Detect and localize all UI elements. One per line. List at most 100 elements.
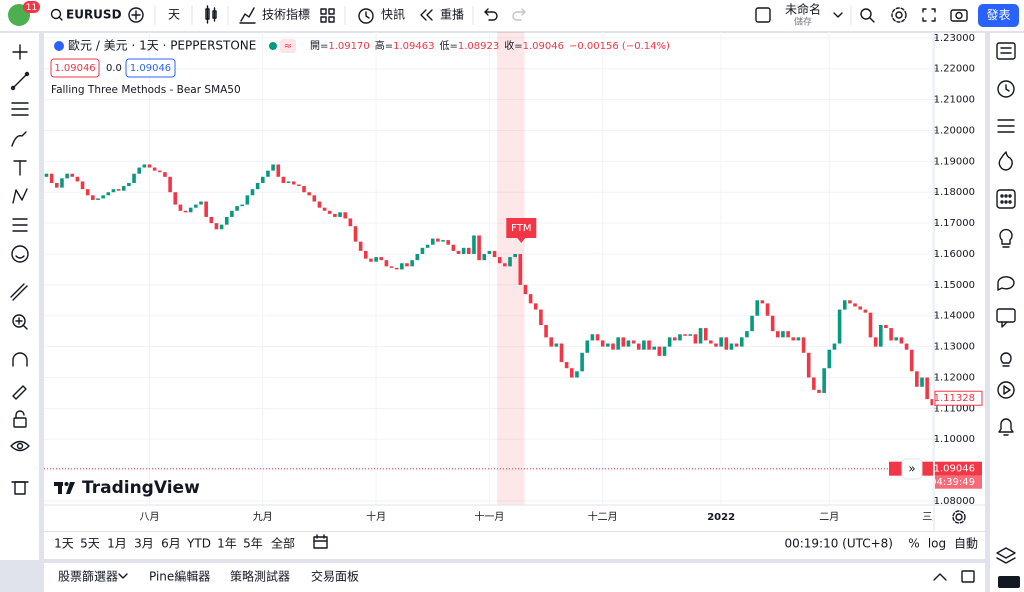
replay[interactable]: 重播 — [440, 8, 464, 22]
candle-body — [776, 331, 780, 338]
candle-body — [492, 250, 497, 258]
buy-box[interactable] — [125, 58, 176, 78]
range-button[interactable]: 6月 — [161, 537, 181, 551]
range-button[interactable]: 5天 — [80, 537, 100, 551]
panel-collapse[interactable] — [933, 573, 947, 581]
sell-box[interactable] — [50, 58, 100, 78]
candle-body — [132, 173, 136, 183]
y-tick-label: 1.16000 — [934, 249, 975, 260]
replay-icon[interactable] — [420, 9, 433, 21]
candle-body — [255, 182, 260, 190]
candles — [44, 164, 933, 406]
ask[interactable]: 1.09046 — [130, 63, 171, 74]
add-icon[interactable] — [128, 7, 144, 23]
candle-body — [858, 306, 862, 310]
candle-body — [142, 164, 147, 168]
candle-body — [822, 368, 826, 393]
range-button[interactable]: 3月 — [134, 537, 154, 551]
candle-body — [729, 343, 734, 350]
x-tick-label: 十一月 — [474, 510, 504, 523]
undo-icon[interactable] — [484, 8, 498, 21]
ohlc-value: 1.09463 — [393, 41, 434, 52]
candle-body — [884, 325, 888, 329]
layouts-icon[interactable] — [320, 8, 335, 23]
panel-tab[interactable]: 股票篩選器 — [58, 569, 118, 584]
publish-label[interactable]: 發表 — [986, 7, 1010, 22]
candle-body — [379, 257, 384, 261]
clock[interactable]: 00:19:10 (UTC+8) — [784, 537, 893, 551]
quick-search-icon[interactable] — [860, 8, 875, 23]
axis-settings-icon[interactable] — [952, 510, 966, 524]
range-button[interactable]: 5年 — [243, 537, 263, 551]
alerts[interactable]: 快訊 — [381, 7, 405, 22]
auto-toggle[interactable]: 自動 — [954, 537, 978, 551]
candle-body — [44, 173, 49, 177]
y-tick-label: 1.12000 — [934, 372, 975, 383]
candle-body — [291, 181, 296, 185]
range-button[interactable]: 1月 — [107, 537, 127, 551]
candle-body — [281, 176, 286, 183]
alert-icon[interactable] — [358, 8, 374, 24]
panel-tab[interactable]: 策略測試器 — [230, 569, 290, 584]
candle-body — [920, 377, 924, 387]
layout-toggle[interactable] — [755, 7, 771, 23]
candle-body — [533, 303, 538, 310]
range-button[interactable]: 1天 — [54, 537, 74, 551]
range-button[interactable]: YTD — [186, 537, 211, 551]
fullscreen-icon[interactable] — [922, 8, 936, 22]
y-tick-label: 1.20000 — [934, 125, 975, 136]
candle-body — [739, 337, 744, 347]
widget-icons[interactable] — [996, 42, 1016, 564]
indicators-icon[interactable] — [239, 7, 256, 24]
publish-button[interactable] — [978, 4, 1019, 27]
candle-body — [590, 334, 595, 341]
price-tag — [935, 461, 982, 476]
interval[interactable]: 天 — [168, 8, 180, 22]
grid — [44, 32, 934, 505]
panel-maximize[interactable] — [961, 570, 975, 583]
candle-body — [760, 300, 765, 304]
panel-tab[interactable]: 交易面板 — [311, 569, 359, 584]
indicators[interactable]: 技術指標 — [262, 7, 310, 22]
candle-body — [621, 337, 626, 347]
candle-body — [631, 340, 636, 344]
bid[interactable]: 1.09046 — [54, 63, 95, 74]
candle-body — [616, 337, 620, 350]
range-button[interactable]: 1年 — [217, 537, 237, 551]
search-icon[interactable] — [50, 8, 63, 21]
layout-menu[interactable] — [833, 12, 843, 18]
candle-body — [369, 258, 373, 262]
range-buttons: 1天 5天 1月 3月 6月 YTD 1年 5年 全部 — [54, 536, 295, 551]
save-label[interactable]: 儲存 — [794, 16, 812, 28]
scroll-icon[interactable]: » — [908, 462, 915, 476]
range-button[interactable]: 全部 — [271, 536, 295, 551]
settings-icon[interactable] — [891, 7, 907, 23]
candle-body — [518, 253, 523, 285]
scroll-button[interactable] — [901, 458, 923, 480]
y-tick-label: 1.17000 — [934, 218, 975, 229]
log-toggle[interactable]: log — [928, 537, 946, 551]
candle-body — [199, 201, 203, 205]
chart-overlay: 1.080001.090001.100001.110001.120001.130… — [44, 33, 983, 507]
candle-body — [925, 377, 929, 400]
indicator-legend[interactable]: Falling Three Methods - Bear SMA50 — [51, 84, 241, 96]
legend-symbol[interactable]: 歐元 / 美元 · 1天 · PEPPERSTONE — [68, 38, 256, 53]
candle-body — [472, 235, 476, 254]
tooltip — [998, 576, 1020, 588]
date-range-icon[interactable] — [313, 534, 328, 549]
symbol[interactable]: EURUSD — [66, 8, 122, 22]
candle-body — [276, 164, 281, 177]
layout-name[interactable]: 未命名 — [785, 2, 821, 17]
candle-body — [410, 260, 414, 267]
legend-ohlc: 開=1.09170 高=1.09463 低=1.08923 收=1.09046 −0.0… — [310, 39, 670, 52]
drawing-tools[interactable] — [10, 44, 30, 495]
panel-tab[interactable]: Pine編輯器 — [149, 569, 210, 584]
candle-body — [791, 337, 796, 341]
chart-type-icon[interactable] — [205, 5, 217, 24]
screener-menu[interactable] — [118, 573, 128, 579]
x-tick-label: 十二月 — [588, 510, 618, 523]
snapshot-icon[interactable] — [950, 9, 968, 22]
percent-toggle[interactable]: % — [908, 537, 919, 551]
candle-body — [420, 247, 425, 254]
candle-body — [70, 173, 75, 177]
